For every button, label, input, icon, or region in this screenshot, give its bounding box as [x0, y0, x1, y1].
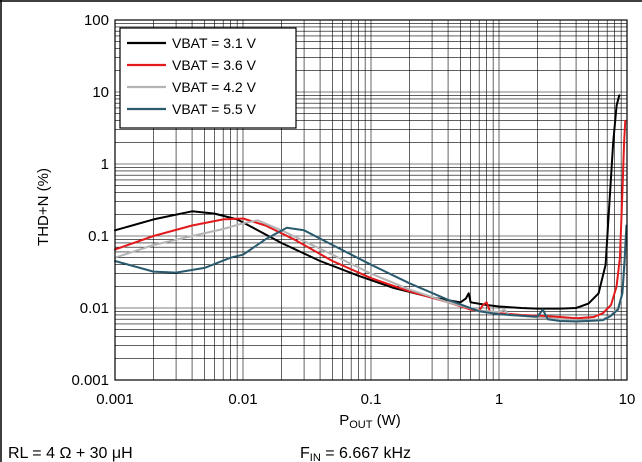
x-tick-label: 0.1 [361, 391, 382, 408]
y-tick-label: 1 [101, 156, 109, 173]
y-tick-label: 10 [92, 84, 109, 101]
y-tick-label: 100 [84, 12, 109, 29]
x-tick-label: 1 [495, 391, 503, 408]
x-tick-label: 0.001 [96, 391, 134, 408]
x-tick-label: 0.01 [228, 391, 257, 408]
y-axis-title: THD+N (%) [35, 168, 52, 246]
y-tick-label: 0.001 [71, 372, 109, 389]
footnote-frequency-value: = 6.667 kHz [321, 445, 411, 462]
y-tick-label: 0.1 [88, 228, 109, 245]
x-axis-title-subscript: OUT [349, 419, 373, 431]
tick-labels: 0.001 0.01 0.1 1 10 0.001 0.01 0.1 1 10 100 [71, 12, 635, 408]
plot-area-border [114, 19, 628, 381]
y-tick-label: 0.01 [80, 300, 109, 317]
legend-label: VBAT = 3.6 V [172, 57, 257, 73]
legend-label: VBAT = 4.2 V [172, 79, 257, 95]
legend-box [119, 27, 297, 129]
series-line-2 [114, 119, 627, 320]
series-line-4 [114, 224, 628, 323]
x-axis-title: POUT (W) [339, 412, 401, 431]
x-tick-label: 10 [619, 391, 636, 408]
series-lines [114, 94, 628, 323]
legend-label: VBAT = 5.5 V [172, 101, 257, 117]
x-axis-title-unit: (W) [372, 412, 400, 429]
legend-label: VBAT = 3.1 V [172, 35, 257, 51]
footnote-frequency: FIN = 6.667 kHz [300, 445, 411, 462]
footnote-frequency-subscript: IN [310, 452, 321, 462]
footnote-load: RL = 4 Ω + 30 μH [8, 445, 133, 462]
legend: VBAT = 3.1 V VBAT = 3.6 V VBAT = 4.2 V VBAT… [119, 27, 297, 129]
